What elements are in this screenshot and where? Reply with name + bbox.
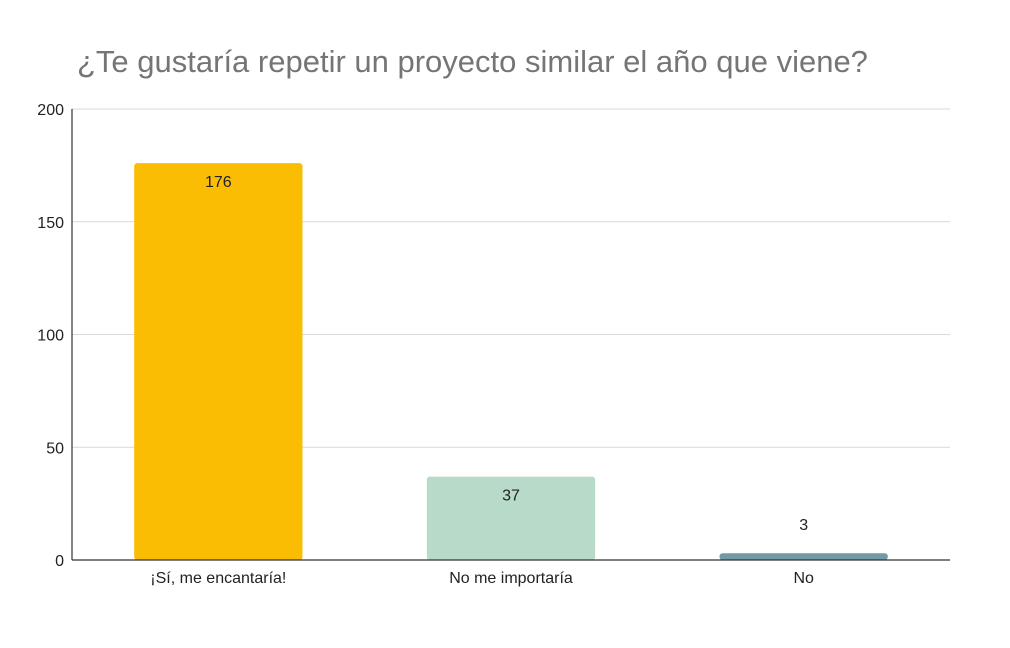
category-label-1: No me importaría	[449, 570, 573, 587]
y-tick-label-50: 50	[46, 440, 64, 457]
data-label-2: 3	[799, 517, 808, 534]
bar-2	[719, 553, 888, 560]
y-tick-label-200: 200	[37, 102, 64, 119]
y-tick-label-0: 0	[55, 553, 64, 570]
x-axis-categories: ¡Sí, me encantaría! No me importaría No	[150, 570, 814, 587]
bar-0	[134, 163, 303, 560]
data-label-0: 176	[205, 174, 232, 191]
category-label-2: No	[793, 570, 814, 587]
category-label-0: ¡Sí, me encantaría!	[150, 570, 286, 587]
chart-title: ¿Te gustaría repetir un proyecto similar…	[77, 44, 868, 79]
y-axis-ticks: 0 50 100 150 200	[37, 102, 64, 570]
y-tick-label-100: 100	[37, 328, 64, 345]
bar-1	[426, 476, 596, 560]
bars	[134, 163, 888, 560]
data-labels: 176 37 3	[205, 174, 808, 534]
data-label-1: 37	[502, 488, 520, 505]
y-tick-label-150: 150	[37, 215, 64, 232]
